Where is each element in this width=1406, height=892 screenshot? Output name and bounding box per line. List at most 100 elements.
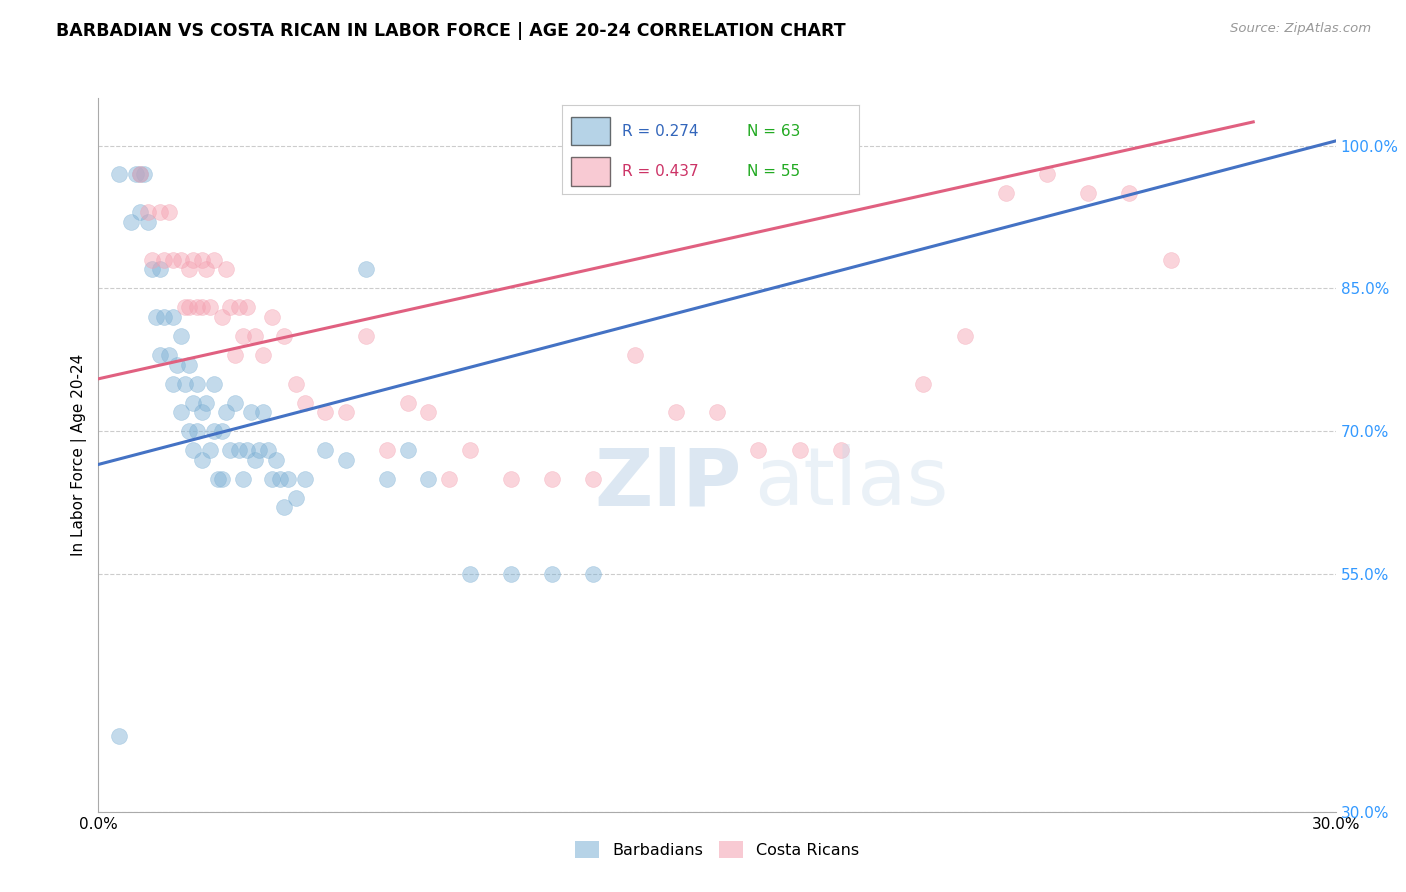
Point xyxy=(314,443,336,458)
Point xyxy=(108,167,131,181)
Point xyxy=(1160,252,1182,267)
Point xyxy=(190,452,212,467)
Point xyxy=(215,405,238,419)
Point xyxy=(747,443,769,458)
Point xyxy=(179,301,201,315)
Point xyxy=(375,472,398,486)
Point xyxy=(179,262,201,277)
Point xyxy=(162,376,184,391)
Point xyxy=(136,205,159,219)
Point xyxy=(499,566,522,581)
Point xyxy=(665,405,688,419)
Point xyxy=(912,376,935,391)
Point xyxy=(149,205,172,219)
Point xyxy=(149,348,172,362)
Point xyxy=(162,310,184,324)
Point xyxy=(145,310,167,324)
Point xyxy=(252,405,274,419)
Point xyxy=(1118,186,1140,201)
Text: ZIP: ZIP xyxy=(595,444,742,523)
Point xyxy=(236,443,259,458)
Point xyxy=(623,348,645,362)
Point xyxy=(256,443,278,458)
Point xyxy=(541,566,564,581)
Point xyxy=(335,405,357,419)
Point xyxy=(128,205,150,219)
Point xyxy=(170,405,193,419)
Point xyxy=(181,252,204,267)
Point xyxy=(994,186,1017,201)
Point xyxy=(240,405,263,419)
Point xyxy=(247,443,270,458)
Point xyxy=(179,424,201,438)
Point xyxy=(157,205,180,219)
Point xyxy=(236,301,259,315)
Point xyxy=(228,443,250,458)
Point xyxy=(181,443,204,458)
Point xyxy=(198,301,221,315)
Point xyxy=(232,329,254,343)
Point xyxy=(706,405,728,419)
Point xyxy=(190,252,212,267)
Point xyxy=(136,215,159,229)
Point xyxy=(260,472,283,486)
Point xyxy=(582,566,605,581)
Point xyxy=(418,472,440,486)
Point xyxy=(120,215,142,229)
Point xyxy=(294,395,316,409)
Point xyxy=(269,472,291,486)
Point xyxy=(202,252,225,267)
Point xyxy=(437,472,460,486)
Point xyxy=(356,329,378,343)
Point xyxy=(149,262,172,277)
Point xyxy=(174,376,197,391)
Point xyxy=(179,358,201,372)
Point xyxy=(396,443,419,458)
Point xyxy=(228,301,250,315)
Point xyxy=(396,395,419,409)
Point xyxy=(166,358,188,372)
Point xyxy=(108,729,131,743)
Point xyxy=(285,376,308,391)
Point xyxy=(194,395,217,409)
Point xyxy=(170,252,193,267)
Point xyxy=(124,167,146,181)
Point xyxy=(264,452,287,467)
Point xyxy=(198,443,221,458)
Point xyxy=(582,472,605,486)
Point xyxy=(418,405,440,419)
Point xyxy=(141,252,163,267)
Point xyxy=(132,167,155,181)
Point xyxy=(181,395,204,409)
Point xyxy=(458,566,481,581)
Point xyxy=(186,301,208,315)
Point xyxy=(830,443,852,458)
Point xyxy=(273,500,295,515)
Point xyxy=(190,405,212,419)
Point xyxy=(211,424,233,438)
Point xyxy=(277,472,299,486)
Point xyxy=(260,310,283,324)
Point xyxy=(162,252,184,267)
Point xyxy=(789,443,811,458)
Point xyxy=(224,348,246,362)
Point xyxy=(211,310,233,324)
Point xyxy=(157,348,180,362)
Point xyxy=(141,262,163,277)
Point xyxy=(314,405,336,419)
Point xyxy=(170,329,193,343)
Point xyxy=(186,376,208,391)
Point xyxy=(202,376,225,391)
Point xyxy=(499,472,522,486)
Point xyxy=(153,310,176,324)
Point xyxy=(190,301,212,315)
Point xyxy=(243,452,266,467)
Point xyxy=(215,262,238,277)
Point xyxy=(243,329,266,343)
Point xyxy=(128,167,150,181)
Point xyxy=(285,491,308,505)
Point xyxy=(273,329,295,343)
Point xyxy=(294,472,316,486)
Point xyxy=(356,262,378,277)
Point xyxy=(1077,186,1099,201)
